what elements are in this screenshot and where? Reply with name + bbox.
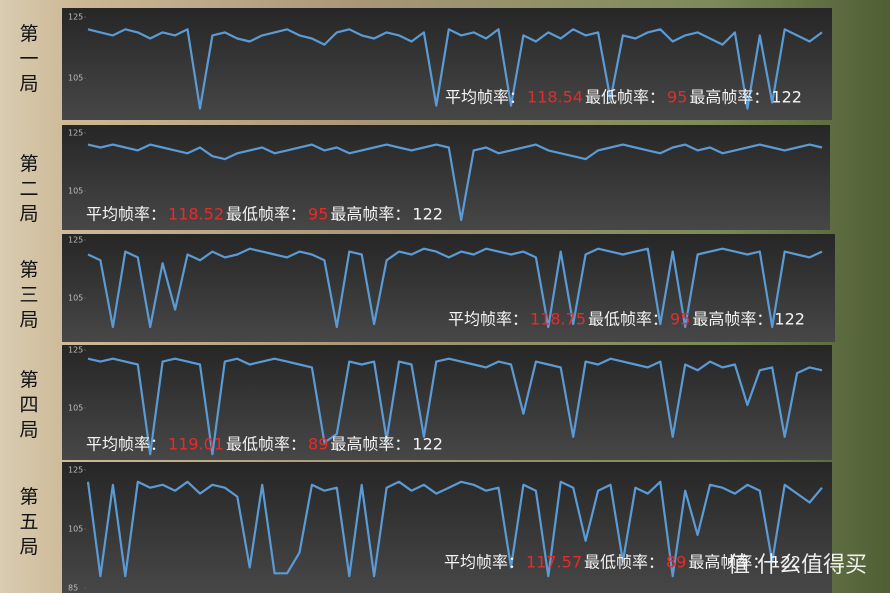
stat-max-label: 最高帧率： [330,205,410,224]
fps-line [87,247,823,329]
y-tick-label: 105 [68,403,83,412]
stat-avg: 118.52 [168,205,224,224]
stat-max: 122 [412,435,443,454]
stat-max: 122 [771,88,802,107]
stat-min: 89 [308,435,328,454]
stat-avg-label: 平均帧率： [86,205,166,224]
round-label: 第五局 [19,486,39,558]
stat-min: 89 [666,553,686,572]
stat-max: 122 [770,553,801,572]
y-tick-label: 125 [68,345,83,354]
y-tick-label: 125 [68,236,83,245]
stat-avg: 119.01 [168,435,224,454]
stat-min-label: 最低帧率： [226,205,306,224]
stat-min: 95 [667,88,687,107]
stat-max-label: 最高帧率： [692,310,772,329]
stat-max-label: 最高帧率： [330,435,410,454]
stat-avg: 117.57 [526,553,582,572]
fps-line [87,143,823,222]
stat-avg-label: 平均帧率： [448,310,528,329]
stat-max-label: 最高帧率： [689,88,769,107]
fps-line [87,28,823,110]
stat-avg-label: 平均帧率： [86,435,166,454]
stat-min-label: 最低帧率： [226,435,306,454]
round-label: 第二局 [19,153,39,225]
y-tick-label: 125 [68,466,83,475]
y-tick-label: 125 [68,13,83,22]
stat-avg-label: 平均帧率： [445,88,525,107]
stat-min-label: 最低帧率： [588,310,668,329]
y-tick-label: 125 [68,129,83,138]
y-tick-label: 105 [68,187,83,196]
stat-min-label: 最低帧率： [584,553,664,572]
round-label: 第三局 [19,259,39,331]
stat-min: 95 [670,310,690,329]
chart-panel [62,8,832,120]
y-tick-label: 105 [68,74,83,83]
y-tick-label: 105 [68,525,83,534]
chart-panel [62,345,832,460]
stat-max: 122 [412,205,443,224]
stat-max-label: 最高帧率： [688,553,768,572]
fps-line [87,357,823,456]
y-tick-label: 85 [68,584,78,593]
chart-panel [62,125,830,230]
y-tick-label: 105 [68,294,83,303]
round-label: 第四局 [19,369,39,441]
chart-panel [62,462,832,593]
watermark: 值 什么值得买 [728,553,867,578]
stat-avg: 118.75 [530,310,586,329]
round-label: 第一局 [19,23,39,95]
fps-line [86,480,823,578]
stat-min: 95 [308,205,328,224]
stat-avg-label: 平均帧率： [444,553,524,572]
stat-avg: 118.54 [527,88,583,107]
stat-max: 122 [774,310,805,329]
stat-min-label: 最低帧率： [585,88,665,107]
